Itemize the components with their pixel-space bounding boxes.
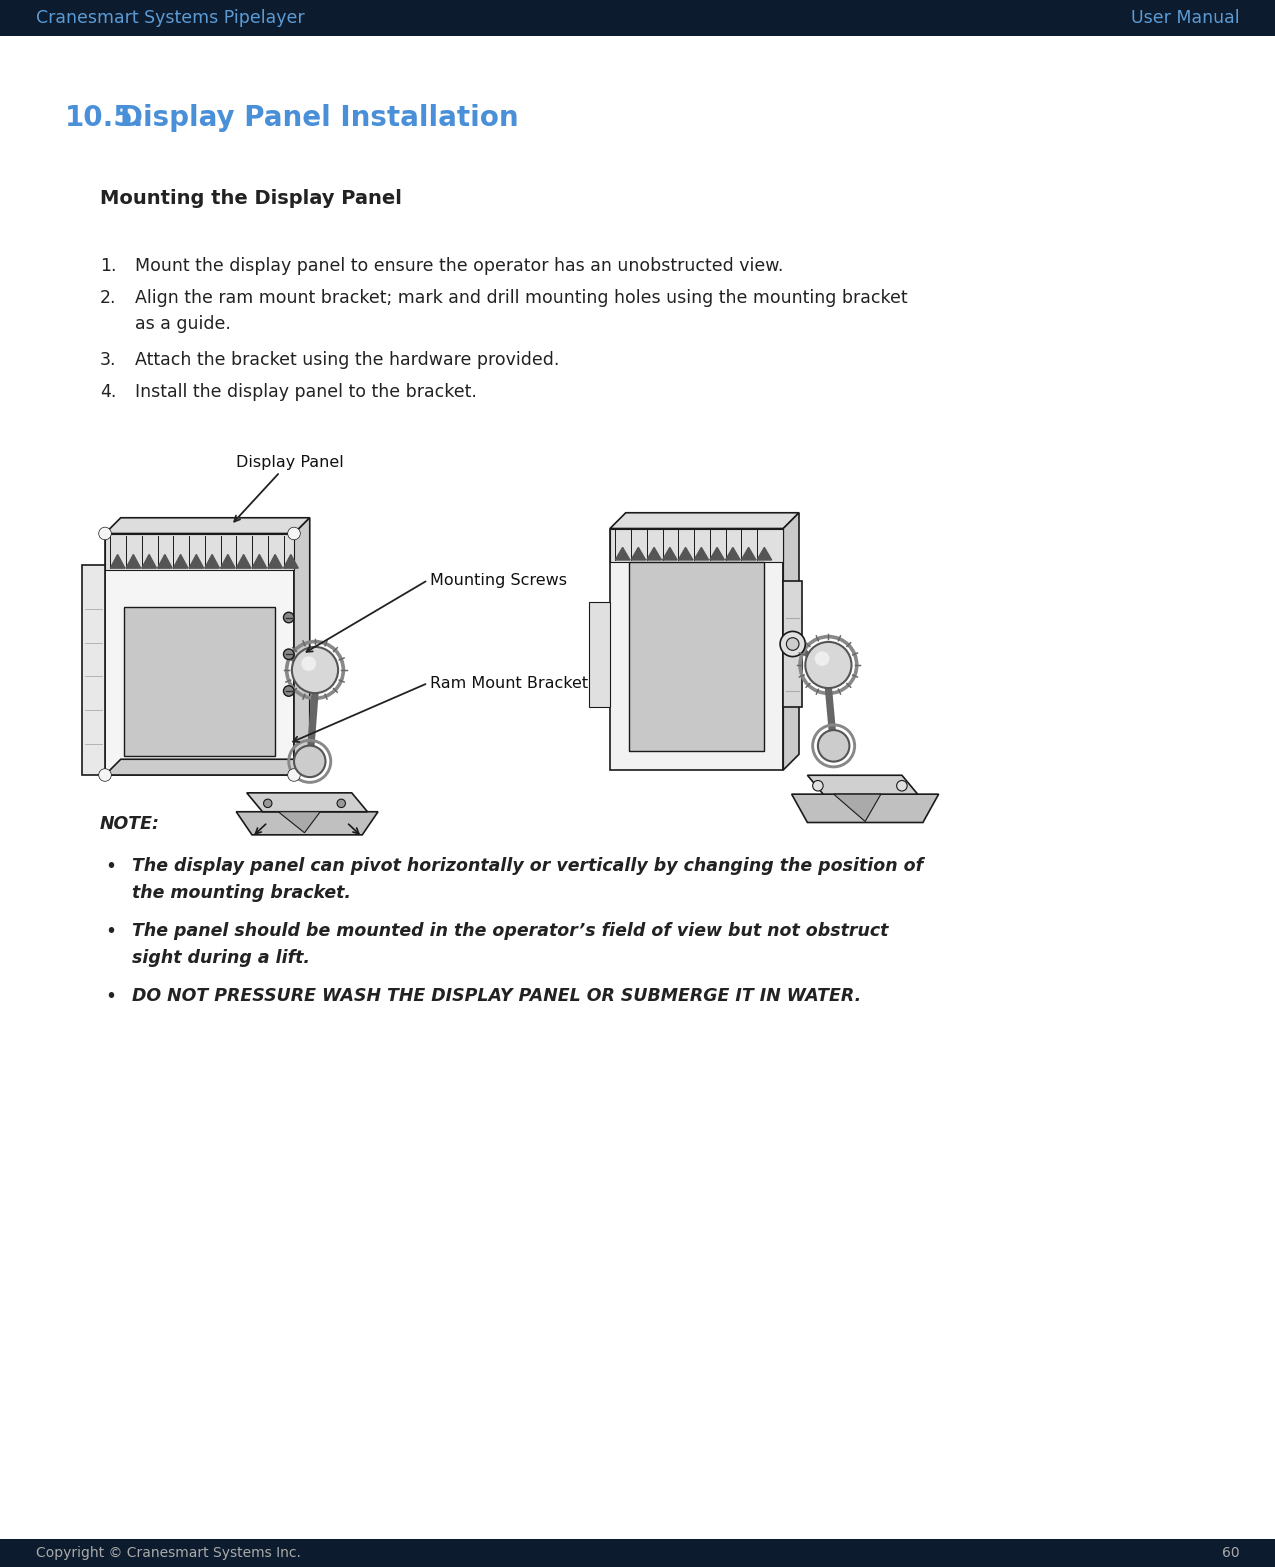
Text: NOTE:: NOTE: — [99, 815, 159, 834]
Circle shape — [295, 746, 325, 777]
Text: •: • — [105, 987, 116, 1006]
Polygon shape — [616, 547, 630, 559]
Bar — [609, 528, 783, 563]
Polygon shape — [741, 547, 756, 559]
Circle shape — [98, 527, 111, 539]
Polygon shape — [807, 776, 918, 794]
Text: •: • — [105, 921, 116, 942]
Bar — [783, 581, 802, 707]
Polygon shape — [142, 555, 157, 569]
Polygon shape — [205, 555, 219, 569]
Text: Align the ram mount bracket; mark and drill mounting holes using the mounting br: Align the ram mount bracket; mark and dr… — [135, 288, 908, 307]
Text: Ram Mount Bracket: Ram Mount Bracket — [430, 675, 588, 691]
Text: Copyright © Cranesmart Systems Inc.: Copyright © Cranesmart Systems Inc. — [36, 1547, 301, 1561]
Bar — [589, 602, 609, 707]
Text: Mounting the Display Panel: Mounting the Display Panel — [99, 190, 402, 208]
Polygon shape — [710, 547, 724, 559]
Bar — [0, 0, 1275, 36]
Polygon shape — [609, 512, 799, 528]
Polygon shape — [283, 555, 298, 569]
Circle shape — [288, 769, 301, 782]
Text: Mount the display panel to ensure the operator has an unobstructed view.: Mount the display panel to ensure the op… — [135, 257, 783, 274]
Polygon shape — [757, 547, 771, 559]
Text: The display panel can pivot horizontally or vertically by changing the position : The display panel can pivot horizontally… — [133, 857, 923, 874]
Bar — [124, 606, 275, 757]
Polygon shape — [105, 517, 310, 533]
Text: User Manual: User Manual — [1131, 9, 1241, 27]
Circle shape — [787, 638, 799, 650]
Circle shape — [812, 780, 824, 791]
Polygon shape — [252, 555, 266, 569]
Text: 10.5.: 10.5. — [65, 103, 144, 132]
Circle shape — [815, 652, 830, 666]
Text: 3.: 3. — [99, 351, 116, 368]
Text: Install the display panel to the bracket.: Install the display panel to the bracket… — [135, 382, 477, 401]
Polygon shape — [783, 512, 799, 769]
Polygon shape — [247, 793, 367, 812]
Polygon shape — [646, 547, 662, 559]
Polygon shape — [663, 547, 677, 559]
Text: DO NOT PRESSURE WASH THE DISPLAY PANEL OR SUBMERGE IT IN WATER.: DO NOT PRESSURE WASH THE DISPLAY PANEL O… — [133, 987, 861, 1004]
Polygon shape — [105, 533, 295, 776]
Text: •: • — [105, 857, 116, 876]
Polygon shape — [268, 555, 283, 569]
Polygon shape — [173, 555, 187, 569]
Polygon shape — [221, 555, 235, 569]
Circle shape — [283, 686, 295, 696]
Polygon shape — [631, 547, 645, 559]
Text: 4.: 4. — [99, 382, 116, 401]
Circle shape — [780, 632, 806, 657]
Polygon shape — [278, 812, 320, 832]
Polygon shape — [792, 794, 938, 823]
Text: 60: 60 — [1223, 1547, 1241, 1561]
Text: Display Panel: Display Panel — [236, 454, 344, 470]
Polygon shape — [678, 547, 692, 559]
Bar — [0, 1539, 1275, 1567]
Text: Display Panel Installation: Display Panel Installation — [120, 103, 519, 132]
Bar — [105, 533, 295, 570]
Circle shape — [283, 613, 295, 622]
Bar — [82, 566, 105, 776]
Text: Cranesmart Systems Pipelayer: Cranesmart Systems Pipelayer — [36, 9, 305, 27]
Polygon shape — [295, 517, 310, 776]
Circle shape — [817, 730, 849, 762]
Circle shape — [806, 642, 852, 688]
Circle shape — [98, 769, 111, 782]
Text: the mounting bracket.: the mounting bracket. — [133, 884, 351, 903]
Polygon shape — [189, 555, 204, 569]
Bar — [629, 563, 764, 751]
Polygon shape — [158, 555, 172, 569]
Circle shape — [896, 780, 907, 791]
Text: Mounting Screws: Mounting Screws — [430, 572, 567, 588]
Circle shape — [288, 527, 301, 539]
Polygon shape — [236, 555, 251, 569]
Polygon shape — [834, 794, 881, 821]
Polygon shape — [725, 547, 741, 559]
Text: Attach the bracket using the hardware provided.: Attach the bracket using the hardware pr… — [135, 351, 560, 368]
Polygon shape — [694, 547, 709, 559]
Text: 2.: 2. — [99, 288, 116, 307]
Polygon shape — [105, 760, 310, 776]
Text: The panel should be mounted in the operator’s field of view but not obstruct: The panel should be mounted in the opera… — [133, 921, 889, 940]
Polygon shape — [236, 812, 377, 835]
Circle shape — [301, 657, 316, 671]
Circle shape — [292, 647, 338, 693]
Circle shape — [337, 799, 346, 807]
Polygon shape — [126, 555, 140, 569]
Polygon shape — [609, 528, 783, 769]
Circle shape — [264, 799, 272, 807]
Text: as a guide.: as a guide. — [135, 315, 231, 334]
Circle shape — [283, 649, 295, 660]
Text: 1.: 1. — [99, 257, 116, 274]
Text: sight during a lift.: sight during a lift. — [133, 950, 310, 967]
Polygon shape — [110, 555, 125, 569]
